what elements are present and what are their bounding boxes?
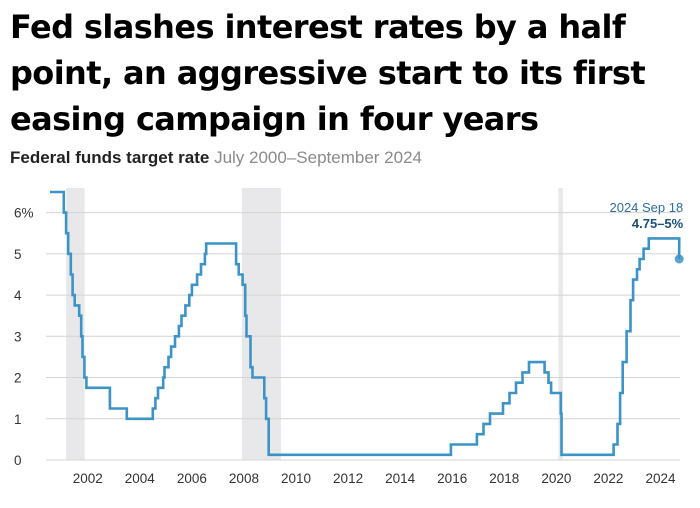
- chart-subtitle: July 2000–September 2024: [214, 148, 422, 167]
- y-tick-label-3: 3: [14, 329, 22, 344]
- recession-band-1: [241, 188, 281, 460]
- x-tick-label-2014: 2014: [385, 471, 416, 486]
- x-tick-label-2006: 2006: [177, 471, 207, 486]
- x-tick-label-2012: 2012: [333, 471, 363, 486]
- x-tick-label-2020: 2020: [541, 471, 571, 486]
- y-axis-ticks: 0 1 2 3 4 5 6%: [14, 206, 34, 468]
- x-tick-label-2016: 2016: [437, 471, 467, 486]
- y-tick-label-5: 5: [14, 247, 22, 262]
- x-tick-label-2008: 2008: [229, 471, 259, 486]
- chart-heading: Federal funds target rate July 2000–Sept…: [10, 148, 422, 168]
- fed-funds-line-chart: 0 1 2 3 4 5 6% 2002 2004 2006 2008 2010 2012 2014 201…: [14, 188, 684, 486]
- series-layer: [50, 190, 681, 457]
- x-axis-ticks: 2002 2004 2006 2008 2010 2012 2014 2016 2018 2020…: [73, 471, 676, 486]
- recession-band-2: [558, 188, 563, 460]
- x-tick-label-2010: 2010: [281, 471, 311, 486]
- recession-bands: [66, 188, 563, 460]
- y-tick-label-1: 1: [14, 412, 22, 427]
- y-tick-label-2: 2: [14, 371, 22, 386]
- x-tick-label-2022: 2022: [593, 471, 623, 486]
- annotation-date: 2024 Sep 18: [609, 200, 683, 215]
- annotation-marker: [674, 254, 684, 264]
- headline: Fed slashes interest rates by a half poi…: [10, 8, 646, 138]
- x-tick-label-2018: 2018: [489, 471, 519, 486]
- gridlines: [46, 212, 680, 461]
- x-tick-label-2004: 2004: [125, 471, 156, 486]
- annotation-value: 4.75–5%: [632, 216, 684, 231]
- x-tick-label-2002: 2002: [73, 471, 103, 486]
- y-tick-label-6: 6%: [14, 206, 34, 221]
- x-tick-label-2024: 2024: [645, 471, 676, 486]
- chart-title: Federal funds target rate: [10, 148, 210, 167]
- y-tick-label-0: 0: [14, 453, 22, 468]
- annotation: 2024 Sep 18 4.75–5%: [609, 200, 684, 264]
- y-tick-label-4: 4: [14, 288, 22, 303]
- series-line-0: [50, 190, 681, 457]
